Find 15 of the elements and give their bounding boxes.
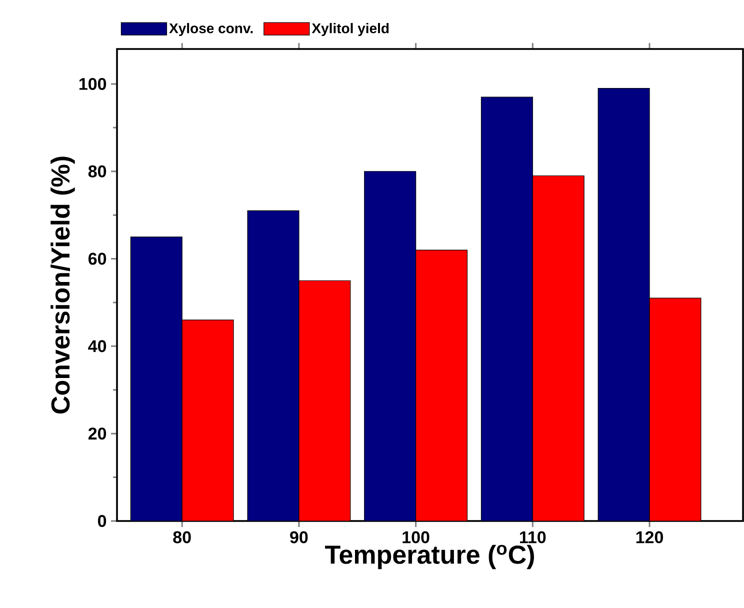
- x-tick-label: 110: [520, 531, 546, 544]
- legend-label: Xylose conv.: [169, 23, 253, 36]
- x-tick-label: 80: [173, 531, 191, 544]
- y-tick-label: 20: [88, 428, 106, 440]
- y-tick-label: 80: [88, 165, 106, 178]
- x-axis-title: Temperature ($^{o}$C): [325, 544, 534, 570]
- y-tick-label: 100: [79, 78, 106, 90]
- legend-label: Xylitol yield: [312, 23, 389, 36]
- y-tick-label: 40: [88, 340, 106, 352]
- x-tick-label: 100: [402, 531, 430, 544]
- x-tick-label: 90: [290, 531, 308, 544]
- y-tick-label: 60: [88, 252, 106, 265]
- x-tick-label: 120: [636, 531, 663, 544]
- y-tick-label: 0: [98, 514, 106, 528]
- y-axis-title: Conversion/Yield (%): [50, 156, 75, 414]
